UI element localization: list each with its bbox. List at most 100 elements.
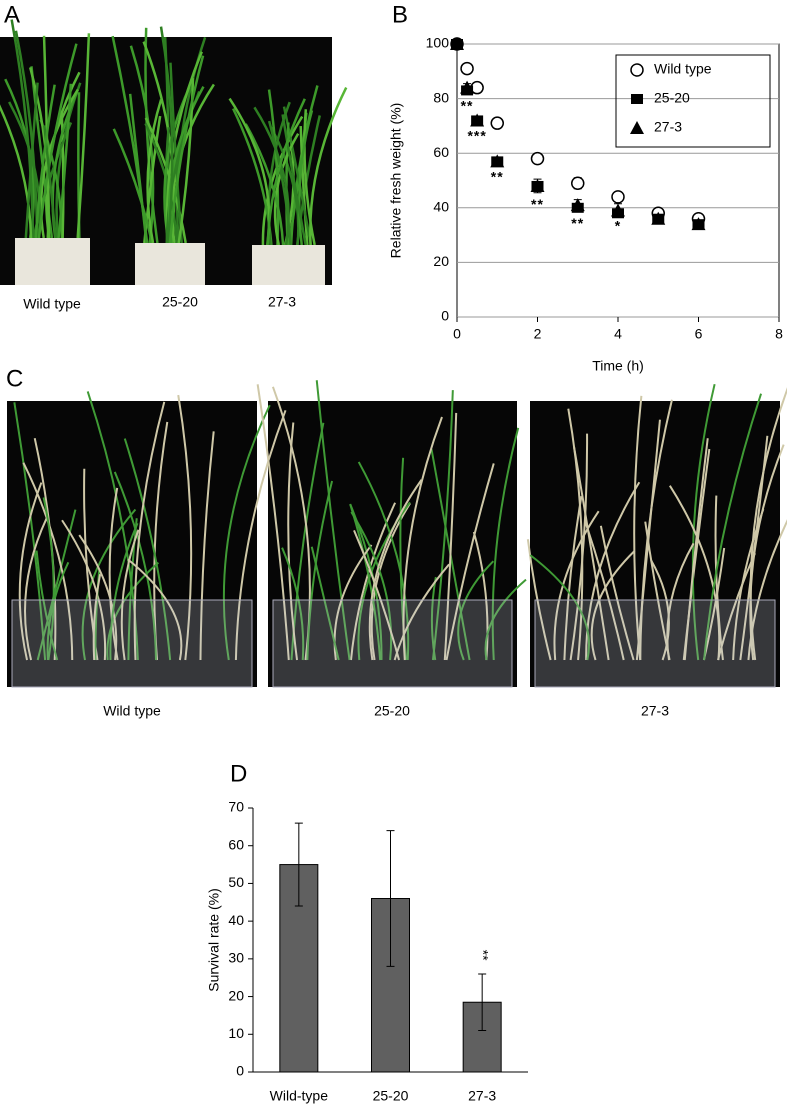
leaf bbox=[222, 404, 271, 661]
leaf bbox=[146, 99, 163, 244]
leaf bbox=[127, 558, 183, 661]
x-tick-label: 27-3 bbox=[468, 1088, 496, 1104]
leaf bbox=[393, 563, 450, 661]
leaf bbox=[349, 504, 382, 661]
leaf bbox=[78, 534, 118, 661]
leaf bbox=[599, 525, 635, 661]
leaf bbox=[282, 106, 313, 246]
leaf bbox=[24, 517, 48, 661]
legend-marker bbox=[630, 63, 644, 77]
y-tick-label: 10 bbox=[228, 1025, 244, 1041]
leaf bbox=[714, 495, 724, 661]
point bbox=[530, 151, 545, 166]
leaf bbox=[563, 496, 583, 661]
point bbox=[460, 61, 474, 76]
leaf bbox=[315, 380, 351, 661]
leaf bbox=[120, 529, 140, 661]
point bbox=[530, 178, 545, 192]
panel-label: A bbox=[4, 1, 20, 28]
leaf bbox=[650, 559, 670, 661]
leaf bbox=[431, 390, 454, 661]
leaf bbox=[281, 114, 307, 246]
error-bar bbox=[294, 822, 303, 907]
legend-box bbox=[615, 54, 771, 148]
point bbox=[450, 37, 464, 50]
y-tick-label: 80 bbox=[433, 89, 449, 105]
legend-marker bbox=[630, 121, 644, 134]
significance: *** bbox=[467, 128, 486, 144]
leaf bbox=[244, 123, 285, 246]
leaf bbox=[267, 89, 280, 246]
leaf bbox=[590, 550, 636, 661]
leaf bbox=[261, 115, 304, 246]
leaf bbox=[168, 55, 205, 244]
leaf bbox=[42, 497, 55, 661]
leaf bbox=[0, 104, 33, 239]
y-tick-label: 60 bbox=[228, 836, 244, 852]
leaf bbox=[350, 511, 393, 661]
panel-label: D bbox=[230, 760, 247, 787]
legend-label: 27-3 bbox=[654, 119, 682, 135]
leaf bbox=[669, 485, 721, 661]
leaf bbox=[691, 383, 716, 661]
leaf bbox=[92, 574, 102, 661]
significance: ** bbox=[475, 950, 491, 961]
point bbox=[651, 211, 666, 225]
leaf bbox=[281, 547, 305, 661]
tray bbox=[272, 599, 513, 688]
leaf bbox=[749, 387, 787, 661]
leaf bbox=[144, 27, 159, 244]
y-tick-label: 20 bbox=[433, 253, 449, 269]
photo-caption: Wild type bbox=[23, 296, 81, 312]
point bbox=[470, 113, 485, 127]
leaf bbox=[111, 35, 149, 244]
leaf bbox=[35, 550, 59, 661]
leaf bbox=[472, 531, 489, 661]
leaf bbox=[357, 461, 410, 661]
photo-caption: 25-20 bbox=[162, 294, 198, 310]
leaf bbox=[430, 576, 437, 661]
error-bar bbox=[478, 973, 487, 1032]
photo-caption: 25-20 bbox=[374, 703, 410, 719]
leaf bbox=[267, 120, 292, 246]
significance: ** bbox=[491, 168, 504, 184]
photo-caption: 27-3 bbox=[268, 294, 296, 310]
pot bbox=[252, 245, 325, 285]
leaf bbox=[18, 482, 43, 661]
x-axis-title: Time (h) bbox=[592, 358, 644, 374]
point bbox=[460, 80, 475, 94]
leaf bbox=[299, 126, 309, 246]
leaf bbox=[703, 393, 762, 661]
y-tick-label: 50 bbox=[228, 874, 244, 890]
leaf bbox=[36, 509, 77, 661]
point bbox=[571, 176, 585, 190]
leaf bbox=[402, 416, 443, 661]
y-tick-label: 30 bbox=[228, 950, 244, 966]
leaf bbox=[303, 109, 316, 246]
leaf bbox=[567, 408, 584, 661]
x-tick-label: 0 bbox=[453, 326, 461, 342]
leaf bbox=[569, 433, 589, 661]
leaf bbox=[13, 402, 47, 661]
y-tick-label: 60 bbox=[433, 144, 449, 160]
point bbox=[611, 190, 625, 204]
leaf bbox=[491, 427, 520, 661]
leaf bbox=[350, 502, 397, 661]
leaf bbox=[573, 447, 610, 661]
legend-label: Wild type bbox=[654, 61, 712, 77]
leaf bbox=[256, 384, 290, 661]
leaf bbox=[298, 110, 314, 246]
leaf bbox=[633, 395, 643, 661]
tray bbox=[11, 599, 253, 688]
leaf bbox=[368, 479, 423, 661]
leaf bbox=[234, 409, 287, 661]
x-tick-label: 8 bbox=[775, 326, 783, 342]
plot-frame bbox=[456, 43, 780, 318]
y-axis-title: Survival rate (%) bbox=[206, 888, 222, 991]
leaf bbox=[76, 33, 91, 239]
plants bbox=[0, 19, 787, 688]
pot bbox=[135, 243, 205, 285]
leaf bbox=[133, 401, 166, 661]
x-tick-label: 25-20 bbox=[373, 1088, 409, 1104]
